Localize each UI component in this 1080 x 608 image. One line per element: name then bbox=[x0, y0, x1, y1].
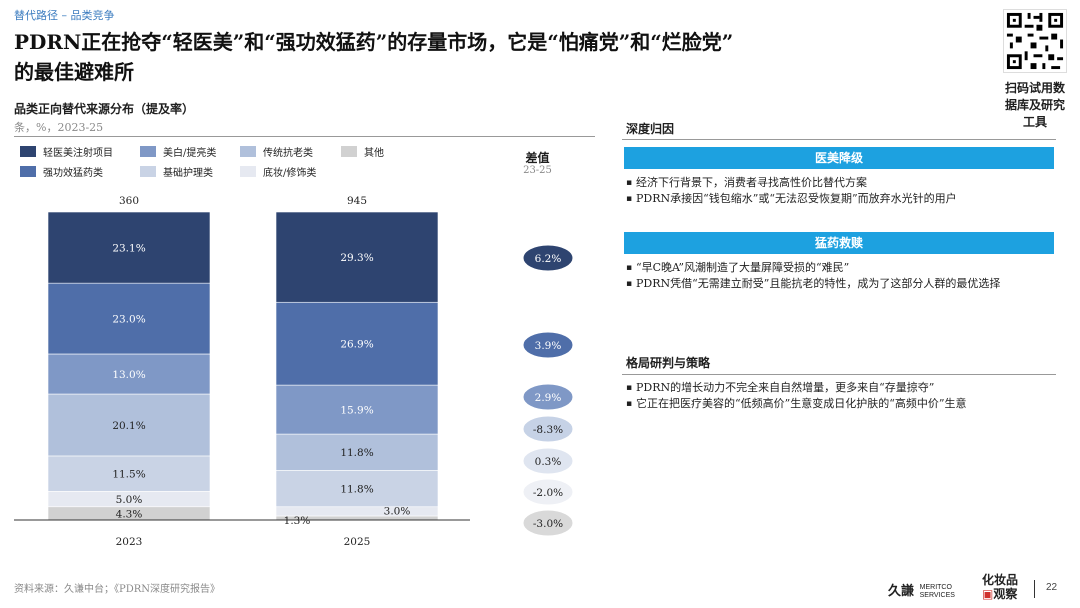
bar-segment bbox=[47, 211, 211, 284]
bullets-aesthetic-downgrade: 经济下行背景下，消费者寻找高性价比替代方案 PDRN承接因“钱包缩水”或“无法忍… bbox=[626, 175, 1056, 207]
list-item: PDRN的增长动力不完全来自自然增量，更多来自“存量掠夺” bbox=[626, 380, 1056, 396]
legend-item-makeup: 底妆/修饰类 bbox=[240, 164, 316, 179]
bar-total-label: 945 bbox=[347, 195, 367, 207]
legend-item-basic-care: 基础护理类 bbox=[140, 164, 213, 179]
bullets-strong-actives-rescue: “早C晚A”风潮制造了大量屏障受损的“难民” PDRN凭借“无需建立耐受”且能抗… bbox=[626, 260, 1056, 292]
bar-value-label: 11.5% bbox=[112, 469, 145, 481]
meritco-logo: 久謙 MERITCO SERVICES bbox=[888, 583, 955, 599]
legend-swatch bbox=[140, 146, 156, 157]
bar-value-label: 23.0% bbox=[112, 314, 145, 326]
chart-divider bbox=[14, 136, 595, 137]
page-number: 22 bbox=[1046, 582, 1058, 593]
diff-title: 差值 bbox=[525, 151, 550, 165]
cosmetics-observer-logo: 化妆品 ▣观察 bbox=[982, 573, 1019, 601]
legend-item-whitening: 美白/提亮类 bbox=[140, 144, 216, 159]
diff-value-label: 0.3% bbox=[535, 456, 562, 468]
diff-pill bbox=[522, 478, 574, 506]
page-title: PDRN正在抢夺“轻医美”和“强功效猛药”的存量市场，它是“怕痛党”和“烂脸党”… bbox=[14, 30, 734, 84]
source-note: 资料来源：久谦中台；《PDRN深度研究报告》 bbox=[14, 584, 221, 595]
chart-unit: 条，%，2023-25 bbox=[14, 121, 104, 134]
diff-value-label: 2.9% bbox=[535, 392, 562, 404]
diff-pill bbox=[522, 244, 574, 272]
qr-code-icon[interactable] bbox=[1003, 9, 1067, 73]
legend-swatch bbox=[341, 146, 357, 157]
bar-value-label: 23.1% bbox=[112, 243, 145, 255]
bar-value-label: 11.8% bbox=[340, 447, 373, 459]
qr-caption: 扫码试用数据库及研究工具 bbox=[1004, 81, 1065, 129]
diff-pill bbox=[522, 447, 574, 475]
bar-value-label: 26.9% bbox=[340, 339, 373, 351]
bar-total-label: 360 bbox=[119, 195, 139, 207]
diff-value-label: -2.0% bbox=[533, 487, 563, 499]
legend-item-aesthetic-injection: 轻医美注射项目 bbox=[20, 144, 113, 159]
bar-value-label: 13.0% bbox=[112, 369, 145, 381]
diff-pill bbox=[522, 383, 574, 411]
list-item: PDRN凭借“无需建立耐受”且能抗老的特性，成为了这部分人群的最优选择 bbox=[626, 276, 1056, 292]
bar-segment bbox=[47, 393, 211, 457]
chart-title: 品类正向替代来源分布（提及率） bbox=[14, 102, 195, 116]
section-divider bbox=[622, 374, 1056, 375]
list-item: 经济下行背景下，消费者寻找高性价比替代方案 bbox=[626, 175, 1056, 191]
legend-swatch bbox=[240, 166, 256, 177]
bar-segment bbox=[275, 433, 439, 471]
diff-value-label: -3.0% bbox=[533, 518, 563, 530]
bar-value-label: 15.9% bbox=[340, 405, 373, 417]
banner-strong-actives-rescue: 猛药救赎 bbox=[624, 232, 1054, 254]
section-title-attribution: 深度归因 bbox=[626, 122, 675, 136]
diff-value-label: 6.2% bbox=[535, 253, 562, 265]
bar-segment bbox=[275, 211, 439, 303]
diff-value-label: -8.3% bbox=[533, 424, 563, 436]
bar-segment bbox=[275, 384, 439, 435]
legend-swatch bbox=[240, 146, 256, 157]
bar-value-label: 20.1% bbox=[112, 420, 145, 432]
bar-value-label: 5.0% bbox=[116, 494, 143, 506]
legend-swatch bbox=[20, 146, 36, 157]
legend-swatch bbox=[20, 166, 36, 177]
diff-subtitle: 23-25 bbox=[523, 165, 552, 176]
legend-item-other: 其他 bbox=[341, 144, 384, 159]
bar-segment bbox=[47, 282, 211, 355]
diff-pill bbox=[522, 509, 574, 537]
section-divider bbox=[622, 139, 1056, 140]
bar-segment bbox=[275, 506, 439, 517]
legend-swatch bbox=[140, 166, 156, 177]
banner-aesthetic-downgrade: 医美降级 bbox=[624, 147, 1054, 169]
diff-value-label: 3.9% bbox=[535, 340, 562, 352]
bar-value-label: 11.8% bbox=[340, 484, 373, 496]
legend-item-strong-actives: 强功效猛药类 bbox=[20, 164, 103, 179]
bar-segment bbox=[47, 353, 211, 395]
bar-value-label: 1.3% bbox=[284, 515, 311, 527]
bullets-strategy: PDRN的增长动力不完全来自自然增量，更多来自“存量掠夺” 它正在把医疗美容的“… bbox=[626, 380, 1056, 412]
x-tick-label: 2025 bbox=[344, 536, 371, 548]
diff-pill bbox=[522, 415, 574, 443]
bar-value-label: 29.3% bbox=[340, 252, 373, 264]
list-item: 它正在把医疗美容的“低频高价”生意变成日化护肤的“高频中价”生意 bbox=[626, 396, 1056, 412]
section-title-strategy: 格局研判与策略 bbox=[626, 356, 711, 370]
stacked-bar-chart: 4.3% 5.0% 11.5% 20.1% 13.0% 23.0% 23.1% 360 2023… bbox=[14, 195, 574, 548]
bar-value-label: 4.3% bbox=[116, 508, 143, 520]
list-item: “早C晚A”风潮制造了大量屏障受损的“难民” bbox=[626, 260, 1056, 276]
diff-pill bbox=[522, 331, 574, 359]
legend-item-traditional-antiaging: 传统抗老类 bbox=[240, 144, 313, 159]
breadcrumb: 替代路径 – 品类竞争 bbox=[14, 9, 115, 22]
bar-value-label: 3.0% bbox=[384, 505, 411, 517]
footer-separator bbox=[1034, 580, 1035, 598]
bar-segment bbox=[47, 455, 211, 492]
list-item: PDRN承接因“钱包缩水”或“无法忍受恢复期”而放弃水光针的用户 bbox=[626, 191, 1056, 207]
bar-segment bbox=[275, 301, 439, 386]
x-tick-label: 2023 bbox=[116, 536, 143, 548]
